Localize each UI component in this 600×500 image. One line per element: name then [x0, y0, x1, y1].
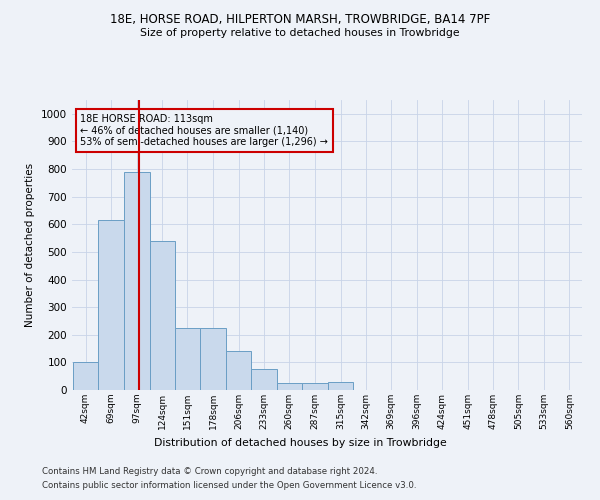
Bar — [328, 382, 353, 390]
Text: 18E, HORSE ROAD, HILPERTON MARSH, TROWBRIDGE, BA14 7PF: 18E, HORSE ROAD, HILPERTON MARSH, TROWBR… — [110, 12, 490, 26]
Y-axis label: Number of detached properties: Number of detached properties — [25, 163, 35, 327]
Bar — [251, 370, 277, 390]
Bar — [149, 241, 175, 390]
Bar — [302, 383, 328, 390]
Bar — [226, 352, 251, 390]
Bar — [277, 383, 302, 390]
Bar — [98, 220, 124, 390]
Text: Distribution of detached houses by size in Trowbridge: Distribution of detached houses by size … — [154, 438, 446, 448]
Text: 18E HORSE ROAD: 113sqm
← 46% of detached houses are smaller (1,140)
53% of semi-: 18E HORSE ROAD: 113sqm ← 46% of detached… — [80, 114, 328, 147]
Text: Contains HM Land Registry data © Crown copyright and database right 2024.: Contains HM Land Registry data © Crown c… — [42, 468, 377, 476]
Bar — [200, 328, 226, 390]
Bar — [175, 328, 200, 390]
Text: Size of property relative to detached houses in Trowbridge: Size of property relative to detached ho… — [140, 28, 460, 38]
Bar — [124, 172, 149, 390]
Text: Contains public sector information licensed under the Open Government Licence v3: Contains public sector information licen… — [42, 481, 416, 490]
Bar — [73, 362, 98, 390]
